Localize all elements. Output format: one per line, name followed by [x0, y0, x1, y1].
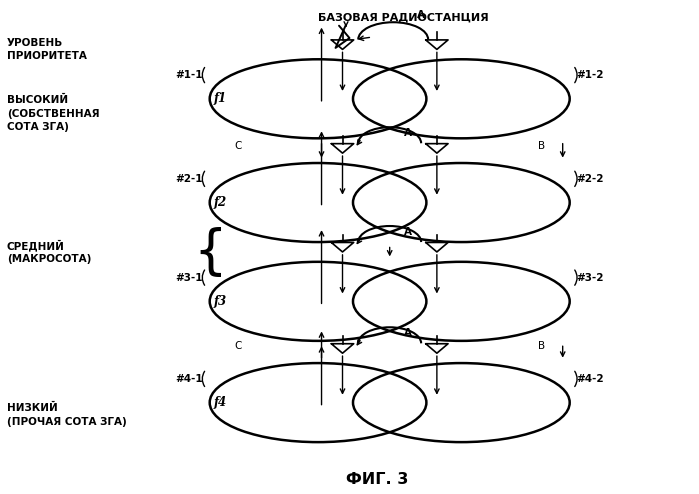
Text: f3: f3: [214, 295, 226, 308]
Text: ВЫСОКИЙ
(СОБСТВЕННАЯ
СОТА ЗГА): ВЫСОКИЙ (СОБСТВЕННАЯ СОТА ЗГА): [7, 95, 100, 132]
Text: C: C: [234, 341, 241, 351]
Text: A: A: [404, 128, 412, 138]
Text: УРОВЕНЬ
ПРИОРИТЕТА: УРОВЕНЬ ПРИОРИТЕТА: [7, 38, 87, 61]
Text: #4-2: #4-2: [577, 374, 605, 384]
Text: f4: f4: [214, 396, 226, 409]
Text: B: B: [538, 141, 545, 151]
Text: {: {: [193, 227, 226, 279]
Text: A: A: [404, 329, 412, 338]
Text: НИЗКИЙ
(ПРОЧАЯ СОТА ЗГА): НИЗКИЙ (ПРОЧАЯ СОТА ЗГА): [7, 403, 127, 427]
Text: #1-2: #1-2: [577, 70, 604, 80]
Text: БАЗОВАЯ РАДИОСТАНЦИЯ: БАЗОВАЯ РАДИОСТАНЦИЯ: [318, 12, 489, 22]
Text: f1: f1: [214, 92, 226, 105]
Text: #1-1: #1-1: [175, 70, 203, 80]
Text: C: C: [234, 141, 241, 151]
Text: СРЕДНИЙ
(МАКРОСОТА): СРЕДНИЙ (МАКРОСОТА): [7, 240, 92, 264]
Text: #3-1: #3-1: [175, 273, 203, 283]
Text: A: A: [417, 10, 425, 20]
Text: #2-1: #2-1: [175, 174, 203, 184]
Text: A: A: [404, 227, 412, 237]
Text: #3-2: #3-2: [577, 273, 604, 283]
Text: ФИГ. 3: ФИГ. 3: [346, 472, 409, 487]
Text: #2-2: #2-2: [577, 174, 604, 184]
Text: f2: f2: [214, 196, 226, 209]
Text: #4-1: #4-1: [175, 374, 203, 384]
Text: B: B: [538, 341, 545, 351]
